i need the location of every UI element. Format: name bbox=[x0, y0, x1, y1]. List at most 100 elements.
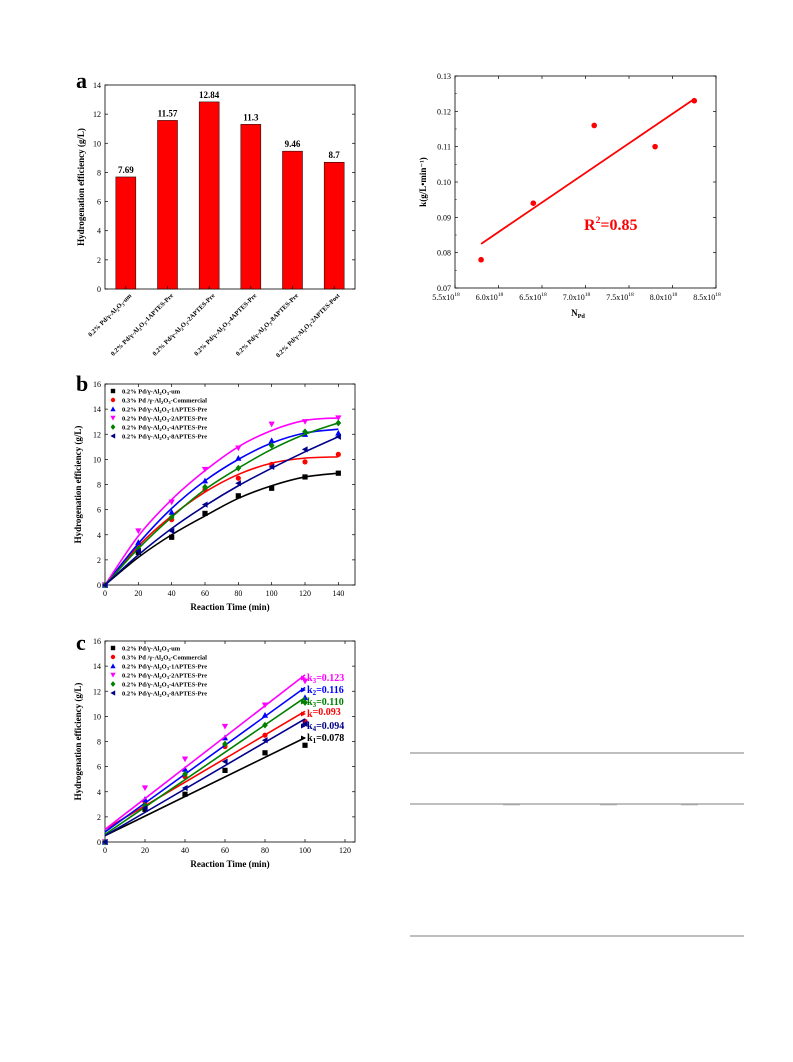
legend-entry: 0.2% Pd/γ-Al2O3-4APTES-Pre bbox=[122, 425, 207, 433]
k-value-label: k4=0.094 bbox=[307, 721, 344, 733]
legend-marker bbox=[111, 424, 116, 430]
panel-label-b: b bbox=[76, 371, 88, 396]
bar-data-label: 9.46 bbox=[285, 139, 301, 149]
y-tick-label: 0.08 bbox=[437, 249, 451, 258]
legend-marker bbox=[111, 655, 115, 659]
y-tick-label: 12 bbox=[93, 687, 101, 696]
k-value-label: k1=0.078 bbox=[307, 733, 344, 745]
data-point bbox=[691, 98, 697, 104]
data-point bbox=[236, 476, 241, 481]
x-tick-label: 120 bbox=[339, 846, 351, 855]
y-axis-title: k(g/L•min⁻¹) bbox=[418, 157, 428, 207]
y-tick-label: 0.11 bbox=[437, 143, 451, 152]
data-point bbox=[335, 420, 341, 427]
x-tick-label: 100 bbox=[266, 589, 278, 598]
x-axis-title: Reaction Time (min) bbox=[190, 602, 269, 612]
y-tick-label: 2 bbox=[97, 813, 101, 822]
y-tick-label: 0 bbox=[97, 838, 101, 847]
y-tick-label: 0.10 bbox=[437, 178, 451, 187]
y-tick-label: 0.07 bbox=[437, 284, 451, 293]
r-squared-annotation: R2=0.85 bbox=[584, 215, 637, 234]
data-point bbox=[269, 486, 274, 491]
y-tick-label: 12 bbox=[93, 110, 101, 119]
y-tick-label: 0.09 bbox=[437, 213, 451, 222]
data-point bbox=[236, 493, 241, 498]
y-tick-label: 10 bbox=[93, 712, 101, 721]
legend-entry: 0.2% Pd/γ-Al2O3-um bbox=[122, 389, 181, 397]
data-point bbox=[262, 750, 267, 755]
bar-data-label: 7.69 bbox=[118, 165, 134, 175]
y-tick-label: 2 bbox=[97, 556, 101, 565]
plot-frame bbox=[105, 85, 355, 289]
x-tick-label: 7.5x1018 bbox=[606, 292, 634, 302]
y-tick-label: 8 bbox=[97, 168, 101, 177]
series-fit-line bbox=[105, 719, 305, 836]
legend-entry: 0.2% Pd/γ-Al2O3-8APTES-Pre bbox=[122, 691, 207, 699]
data-point bbox=[235, 465, 241, 472]
x-tick-label: 140 bbox=[332, 589, 344, 598]
legend-entry: 0.2% Pd/γ-Al2O3-8APTES-Pre bbox=[122, 434, 207, 442]
legend-entry: 0.3% Pd /γ-Al2O3-Commercial bbox=[122, 398, 207, 406]
panel-label-c: c bbox=[76, 630, 86, 655]
x-tick-label: 8.0x1018 bbox=[650, 292, 678, 302]
x-tick-label: 8.5x1018 bbox=[693, 292, 721, 302]
x-tick-label: 0.2% Pd/γ-Al2O3-um bbox=[87, 292, 134, 339]
legend-entry: 0.2% Pd/γ-Al2O3-2APTES-Pre bbox=[122, 416, 207, 424]
x-axis-title: NPd bbox=[571, 308, 585, 320]
data-point bbox=[302, 419, 308, 425]
y-tick-label: 14 bbox=[93, 662, 101, 671]
y-tick-label: 10 bbox=[93, 455, 101, 464]
data-point bbox=[336, 452, 341, 457]
y-tick-label: 14 bbox=[93, 81, 101, 90]
y-tick-label: 16 bbox=[93, 637, 101, 646]
y-tick-label: 10 bbox=[93, 139, 101, 148]
series-fit-line bbox=[105, 423, 338, 585]
legend-marker bbox=[111, 646, 115, 650]
panel-label-a: a bbox=[76, 68, 87, 93]
x-tick-label: 100 bbox=[299, 846, 311, 855]
legend-marker bbox=[110, 406, 115, 411]
table-rules bbox=[410, 753, 744, 936]
data-point bbox=[531, 200, 537, 206]
legend-marker bbox=[111, 389, 115, 393]
data-point bbox=[222, 768, 227, 773]
y-tick-label: 8 bbox=[97, 738, 101, 747]
data-point bbox=[169, 535, 174, 540]
y-tick-label: 6 bbox=[97, 198, 101, 207]
data-point bbox=[302, 474, 307, 479]
bar bbox=[199, 102, 219, 289]
legend-marker bbox=[111, 681, 116, 687]
legend-entry: 0.2% Pd/γ-Al2O3-1APTES-Pre bbox=[122, 407, 207, 415]
k-value-label: k=0.093 bbox=[307, 707, 341, 720]
data-point bbox=[262, 733, 267, 738]
x-tick-label: 7.0x1018 bbox=[563, 292, 591, 302]
data-point bbox=[222, 724, 228, 730]
data-point bbox=[202, 511, 207, 516]
bar bbox=[241, 124, 261, 289]
series-fit-line bbox=[105, 687, 305, 831]
y-axis-title: Hydrogenation efficiency (g/L) bbox=[73, 426, 83, 544]
bar-data-label: 12.84 bbox=[199, 90, 220, 100]
legend-marker bbox=[110, 433, 115, 438]
series-fit-line bbox=[105, 418, 338, 585]
bar-data-label: 11.3 bbox=[243, 112, 259, 122]
x-axis-title: Reaction Time (min) bbox=[190, 859, 269, 869]
x-tick-label: 40 bbox=[168, 589, 176, 598]
x-tick-label: 20 bbox=[134, 589, 142, 598]
series-fit-line bbox=[105, 698, 305, 835]
y-tick-label: 16 bbox=[93, 380, 101, 389]
y-tick-label: 8 bbox=[97, 481, 101, 490]
legend-marker bbox=[111, 398, 115, 402]
bar bbox=[158, 120, 178, 289]
legend-entry: 0.2% Pd/γ-Al2O3-4APTES-Pre bbox=[122, 682, 207, 690]
y-tick-label: 12 bbox=[93, 430, 101, 439]
x-tick-label: 5.5x1018 bbox=[432, 292, 460, 302]
k-value-label: k2=0.116 bbox=[307, 685, 344, 697]
legend-entry: 0.2% Pd/γ-Al2O3-2APTES-Pre bbox=[122, 673, 207, 681]
legend-marker bbox=[110, 690, 115, 695]
